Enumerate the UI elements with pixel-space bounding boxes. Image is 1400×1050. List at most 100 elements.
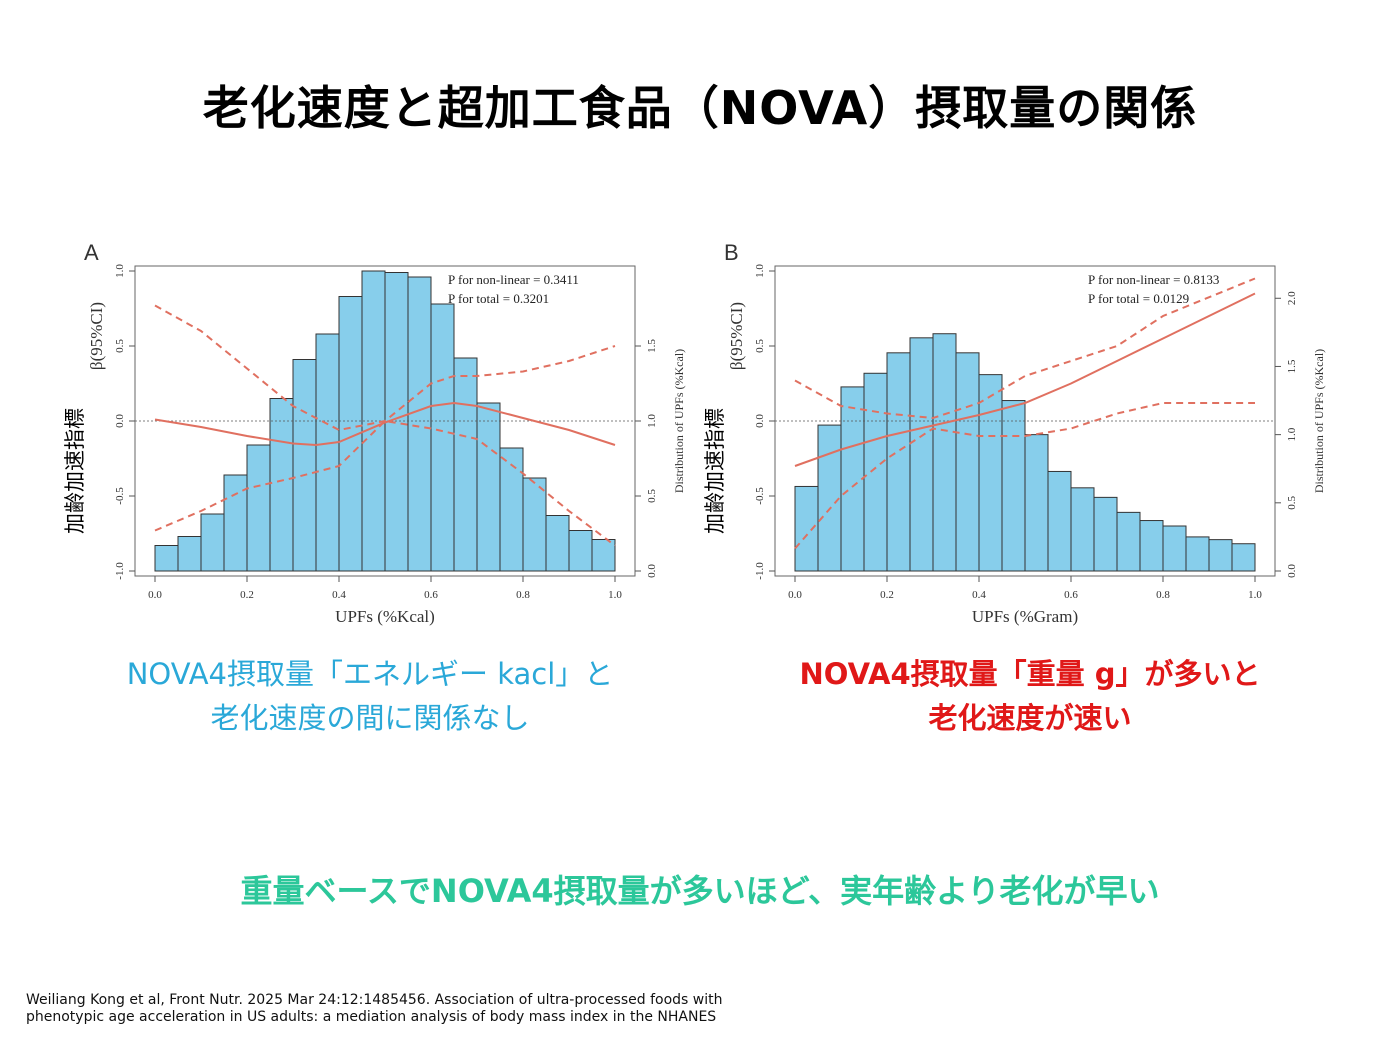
histogram-bar [1001, 400, 1026, 572]
y-axis-title: β(95%CI) [87, 302, 106, 370]
y-tick-label: -0.5 [754, 487, 766, 505]
y-tick-label: 1.0 [114, 264, 126, 278]
y2-axis-title: Distribution of UPFs (%Kcal) [672, 349, 686, 493]
histogram-bar [499, 447, 524, 572]
histogram-bar [476, 402, 501, 572]
y2-tick-label: 2.0 [1286, 291, 1298, 305]
histogram-bar [932, 333, 957, 572]
x-tick-label: 0.6 [424, 589, 438, 601]
y2-tick-label: 0.5 [646, 489, 658, 503]
histogram-bar [1116, 511, 1141, 572]
histogram-bar [292, 359, 317, 572]
x-tick-label: 1.0 [608, 589, 622, 601]
histogram-bar [794, 485, 819, 572]
histogram-bar [1139, 520, 1164, 572]
histogram-bar [1047, 470, 1072, 572]
histogram-bar [817, 424, 842, 572]
histogram-bar [909, 337, 934, 572]
y-axis-overlay-label: 加齢加速指標 [63, 408, 87, 534]
chart-a-graph: 0.0 0.2 0.4 0.6 0.8 1.0 -1.0 -0.5 0.0 0.5 1.0 0.0 0.… [63, 240, 686, 626]
histogram-bar [840, 386, 865, 572]
chart-b-graph: 0.0 0.2 0.4 0.6 0.8 1.0 -1.0 -0.5 0.0 0.5 1.0 0.0 0.… [703, 240, 1326, 626]
y2-tick-label: 1.5 [1286, 359, 1298, 373]
chart-b: 0.0 0.2 0.4 0.6 0.8 1.0 -1.0 -0.5 0.0 0.5 1.0 0.0 0.… [703, 240, 1326, 626]
citation-line-2: phenotypic age acceleration in US adults… [26, 1009, 717, 1025]
y-tick-label: 1.0 [754, 264, 766, 278]
histogram-bar [1093, 496, 1118, 572]
y-tick-label: 0.0 [754, 414, 766, 428]
slide-title: 老化速度と超加工食品（NOVA）摂取量の関係 [202, 81, 1198, 135]
histogram-bar [453, 357, 478, 572]
estimate-curve [794, 292, 1256, 467]
histogram-bar [407, 276, 432, 572]
x-tick-label: 0.2 [880, 589, 894, 601]
histogram-bar [568, 530, 593, 572]
panel-label: B [724, 240, 739, 265]
y2-tick-label: 1.0 [1286, 427, 1298, 441]
histogram-bar [1208, 539, 1233, 572]
ci-band-curve [154, 419, 616, 547]
p-value-annotation: P for non-linear = 0.3411 [448, 272, 579, 287]
y-axis-title: β(95%CI) [727, 302, 746, 370]
y2-axis-title: Distribution of UPFs (%Kcal) [1312, 349, 1326, 493]
panel-label: A [84, 240, 99, 265]
histogram-bar [978, 374, 1003, 572]
x-tick-label: 0.6 [1064, 589, 1078, 601]
histogram-bar [1070, 487, 1095, 572]
p-value-annotation: P for total = 0.0129 [1088, 291, 1189, 306]
histogram-bar [591, 539, 616, 572]
histogram-bar [886, 352, 911, 572]
ci-band-curve [154, 304, 616, 432]
x-tick-label: 0.2 [240, 589, 254, 601]
histogram-bar [522, 477, 547, 572]
histogram-bar [177, 536, 202, 572]
caption-b: NOVA4摂取量「重量 g」が多いと 老化速度が速い [700, 652, 1360, 740]
histogram-bar [315, 333, 340, 572]
histogram-bar [430, 303, 455, 572]
y-tick-label: -1.0 [754, 562, 766, 580]
histogram-bar [1024, 434, 1049, 572]
x-tick-label: 0.8 [1156, 589, 1170, 601]
y2-tick-label: 1.5 [646, 339, 658, 353]
ci-band-curve [794, 277, 1256, 420]
conclusion: 重量ベースでNOVA4摂取量が多いほど、実年齢より老化が早い [240, 872, 1160, 910]
x-tick-label: 0.0 [148, 589, 162, 601]
histogram-bar [1162, 525, 1187, 572]
citation: Weiliang Kong et al, Front Nutr. 2025 Ma… [26, 992, 826, 1026]
x-tick-label: 0.0 [788, 589, 802, 601]
y-axis-overlay-label: 加齢加速指標 [703, 408, 727, 534]
x-tick-label: 1.0 [1248, 589, 1262, 601]
histogram-bar [246, 444, 271, 572]
ci-band-curve [794, 402, 1255, 550]
y-tick-label: 0.5 [754, 339, 766, 353]
estimate-curve [154, 401, 616, 447]
histogram-bar [1231, 543, 1256, 572]
x-axis-title: UPFs (%Gram) [972, 607, 1078, 626]
x-tick-label: 0.4 [332, 589, 346, 601]
y-tick-label: 0.5 [114, 339, 126, 353]
x-axis-title: UPFs (%Kcal) [335, 607, 435, 626]
histogram-bar [154, 545, 179, 572]
caption-a: NOVA4摂取量「エネルギー kacl」と 老化速度の間に関係なし [40, 652, 700, 740]
caption-b-line-2: 老化速度が速い [928, 701, 1132, 735]
y2-tick-label: 0.0 [646, 564, 658, 578]
y2-tick-label: 0.5 [1286, 495, 1298, 509]
y-tick-label: -1.0 [114, 562, 126, 580]
chart-a: 0.0 0.2 0.4 0.6 0.8 1.0 -1.0 -0.5 0.0 0.5 1.0 0.0 0.… [63, 240, 686, 626]
p-value-annotation: P for total = 0.3201 [448, 291, 549, 306]
y2-tick-label: 1.0 [646, 414, 658, 428]
caption-a-line-2: 老化速度の間に関係なし [210, 701, 530, 735]
caption-b-line-1: NOVA4摂取量「重量 g」が多いと [799, 657, 1261, 691]
p-value-annotation: P for non-linear = 0.8133 [1088, 272, 1219, 287]
caption-a-line-1: NOVA4摂取量「エネルギー kacl」と [126, 657, 614, 691]
y2-tick-label: 0.0 [1286, 564, 1298, 578]
histogram-bar [955, 352, 980, 572]
histogram-bar [1185, 536, 1210, 572]
x-tick-label: 0.8 [516, 589, 530, 601]
histogram-bar [269, 398, 294, 572]
y-tick-label: -0.5 [114, 487, 126, 505]
histogram-bar [200, 513, 225, 572]
histogram-bar [545, 515, 570, 572]
x-tick-label: 0.4 [972, 589, 986, 601]
citation-line-1: Weiliang Kong et al, Front Nutr. 2025 Ma… [26, 992, 723, 1008]
